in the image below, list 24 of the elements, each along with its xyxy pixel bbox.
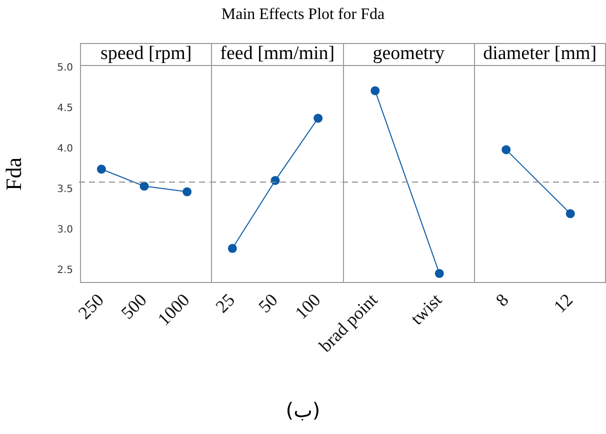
point (182, 187, 192, 196)
x-tick-label: 8 (492, 290, 512, 310)
y-axis-title: Fda (1, 158, 27, 190)
chart-title: speed [rpm] (81, 43, 212, 66)
y-tick-label: 5.0 (57, 62, 73, 74)
x-tick-label: 50 (254, 290, 282, 317)
x-tick-label: 100 (291, 290, 325, 323)
point (96, 164, 106, 174)
text: (ب) (284, 398, 322, 422)
x-tick-label: twist (406, 290, 446, 329)
chart-title: diameter [mm] (474, 43, 605, 66)
y-tick-label: 3.0 (57, 224, 73, 236)
x-tick-label: 12 (549, 290, 576, 317)
x-tick-label: 25 (212, 290, 239, 317)
text: Main Effects Plot for Fda (220, 6, 386, 24)
y-tick-label: 4.0 (57, 144, 73, 155)
y-tick-label: 2.5 (57, 264, 73, 276)
y-tick-label: 3.5 (57, 184, 73, 195)
x-tick-label: 500 (117, 290, 150, 323)
chart-title: geometry (344, 43, 474, 66)
point (140, 182, 149, 191)
chart-title: feed [mm/min] (212, 43, 342, 66)
y-tick-label: 4.5 (57, 103, 73, 114)
x-tick-label: 250 (74, 290, 108, 323)
